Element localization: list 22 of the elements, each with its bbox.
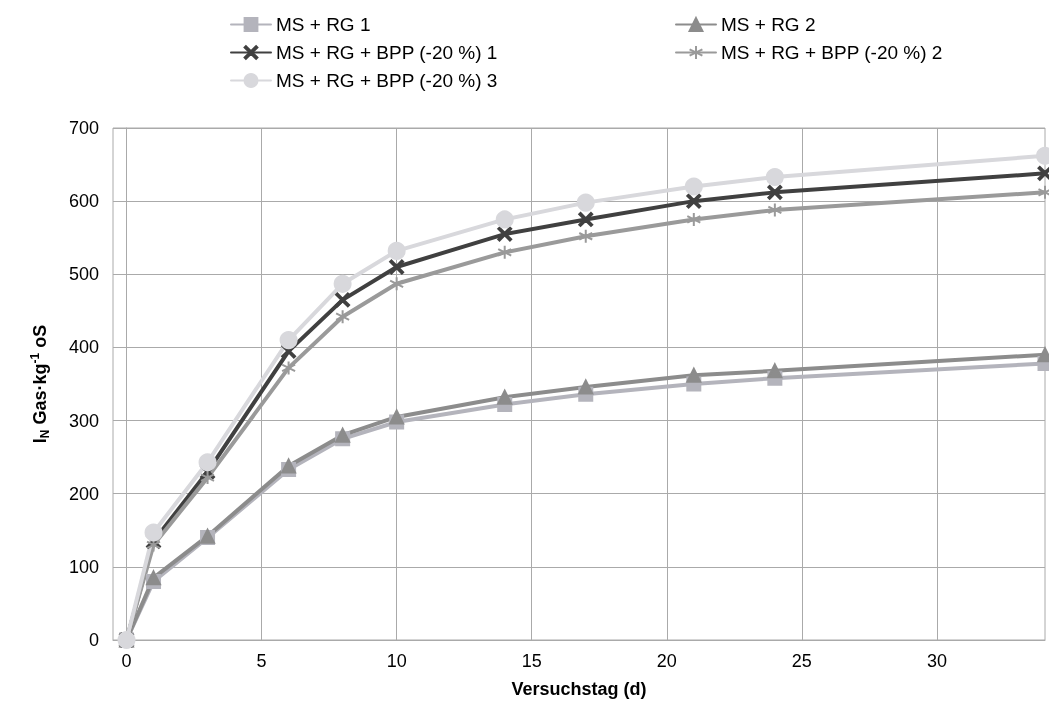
y-tick-label: 200 — [68, 483, 99, 504]
x-axis-title: Versuchstag (d) — [511, 679, 647, 699]
y-tick-label: 300 — [68, 410, 99, 431]
y-tick-label: 100 — [68, 556, 99, 577]
y-tick-label: 700 — [68, 118, 99, 138]
x-tick-label: 30 — [926, 651, 947, 671]
x-tick-label: 25 — [791, 651, 812, 671]
y-tick-label: 500 — [68, 264, 99, 285]
x-tick-label: 0 — [121, 651, 132, 671]
x-tick-label: 15 — [521, 651, 542, 671]
x-tick-label: 10 — [386, 651, 407, 671]
y-axis-title: lN Gas·kg-1 oS — [28, 324, 52, 444]
legend-label: MS + RG 2 — [721, 14, 816, 35]
x-tick-label: 5 — [256, 651, 267, 671]
legend-label: MS + RG + BPP (-20 %) 1 — [276, 42, 498, 63]
y-tick-label: 400 — [68, 337, 99, 358]
y-tick-label: 0 — [88, 630, 99, 650]
legend-label: MS + RG + BPP (-20 %) 3 — [276, 70, 498, 91]
x-tick-label: 20 — [656, 651, 677, 671]
legend-label: MS + RG + BPP (-20 %) 2 — [721, 42, 943, 63]
y-tick-label: 600 — [68, 191, 99, 212]
legend-label: MS + RG 1 — [276, 14, 371, 35]
